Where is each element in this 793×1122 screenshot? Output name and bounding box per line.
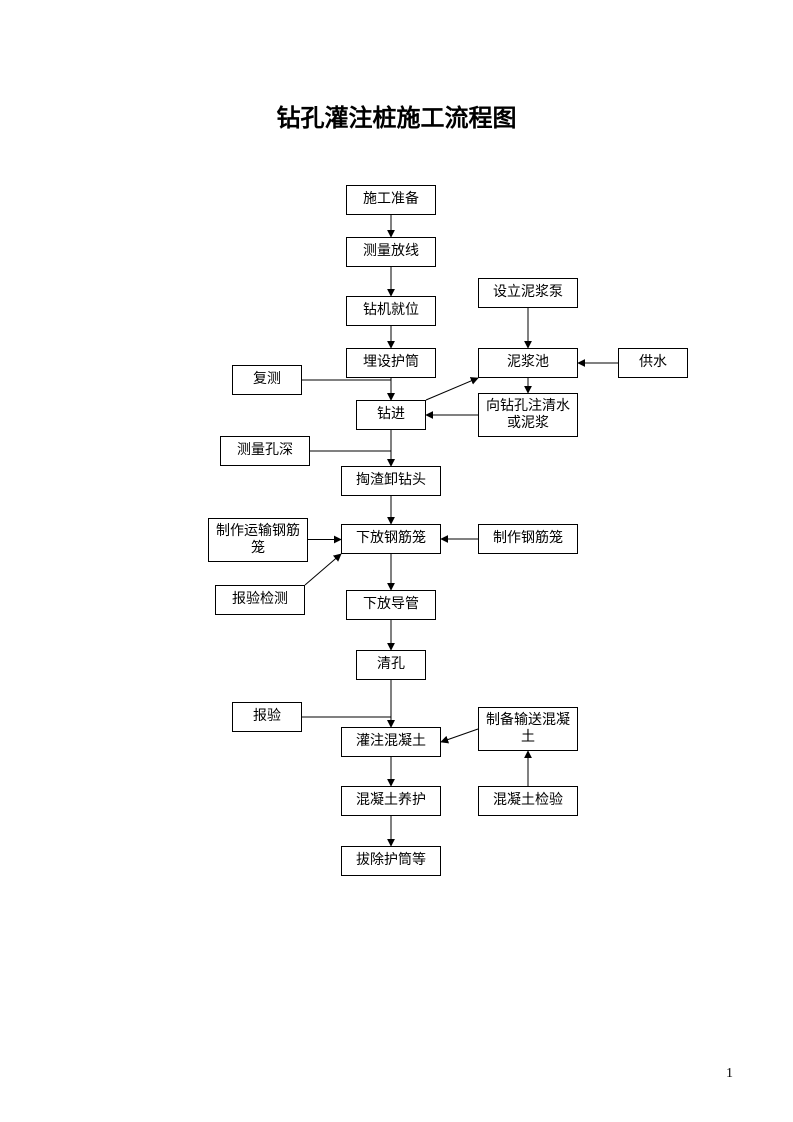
flow-node-n2: 测量放线: [346, 237, 436, 267]
page: 钻孔灌注桩施工流程图 施工准备测量放线钻机就位 设立泥浆泵埋设护筒 泥浆池 供水复测钻…: [0, 0, 793, 1122]
page-title: 钻孔灌注桩施工流程图: [0, 98, 793, 133]
flow-node-n5: 埋设护筒: [346, 348, 436, 378]
flow-node-n22: 混凝土养护: [341, 786, 441, 816]
flow-node-n8: 复测: [232, 365, 302, 395]
flow-node-n18: 清孔: [356, 650, 426, 680]
flow-node-n20: 灌注混凝土: [341, 727, 441, 757]
flow-node-n11: 测量孔深: [220, 436, 310, 466]
flow-node-n4: 设立泥浆泵: [478, 278, 578, 308]
flow-node-n16: 报验检测: [215, 585, 305, 615]
flow-node-n1: 施工准备: [346, 185, 436, 215]
edges-layer: [0, 0, 793, 1122]
flow-node-n3: 钻机就位: [346, 296, 436, 326]
flow-node-n13: 制作运输钢筋笼: [208, 518, 308, 562]
flow-node-n15: 制作钢筋笼: [478, 524, 578, 554]
flow-node-n23: 混凝土检验: [478, 786, 578, 816]
flow-node-n12: 掏渣卸钻头: [341, 466, 441, 496]
flow-node-n14: 下放钢筋笼: [341, 524, 441, 554]
page-number: 1: [726, 1066, 733, 1082]
flow-node-n21: 制备输送混凝土: [478, 707, 578, 751]
flow-node-n24: 拔除护筒等: [341, 846, 441, 876]
flow-node-n7: 供水: [618, 348, 688, 378]
flow-node-n19: 报验: [232, 702, 302, 732]
flow-node-n6: 泥浆池: [478, 348, 578, 378]
flow-node-n17: 下放导管: [346, 590, 436, 620]
flow-node-n10: 向钻孔注清水或泥浆: [478, 393, 578, 437]
flow-node-n9: 钻进: [356, 400, 426, 430]
